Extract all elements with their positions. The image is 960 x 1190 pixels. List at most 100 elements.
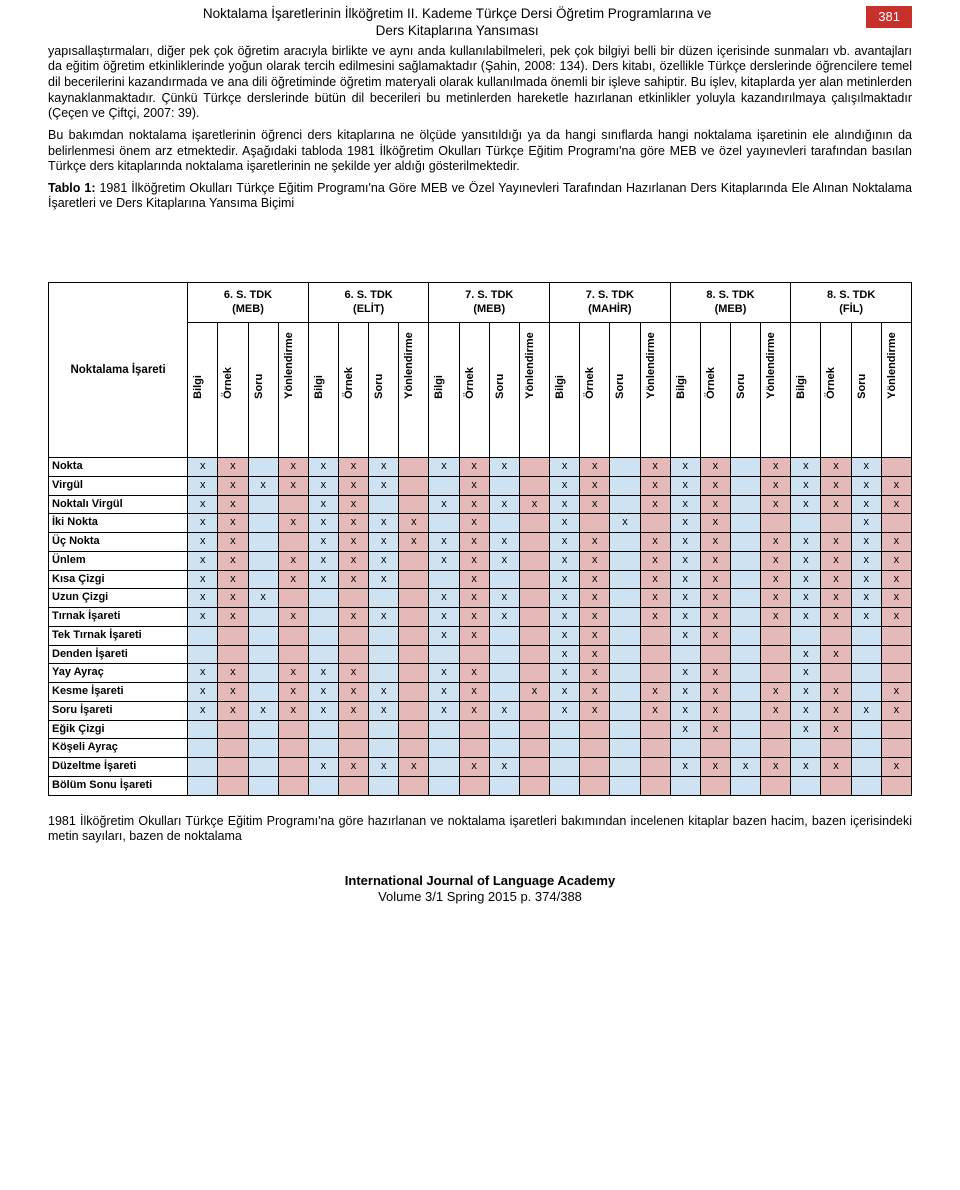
table-cell bbox=[851, 664, 881, 683]
table-cell: x bbox=[459, 758, 489, 777]
paragraph-2: Bu bakımdan noktalama işaretlerinin öğre… bbox=[48, 128, 912, 175]
table-cell: x bbox=[399, 533, 429, 552]
table-cell bbox=[248, 776, 278, 795]
table-cell bbox=[248, 551, 278, 570]
table-cell: x bbox=[308, 683, 338, 702]
table-cell bbox=[188, 739, 218, 758]
table-cell: x bbox=[670, 608, 700, 627]
table-cell: x bbox=[700, 626, 730, 645]
table-row-label: Noktalı Virgül bbox=[49, 495, 188, 514]
table-cell: x bbox=[761, 551, 791, 570]
table-cell: x bbox=[640, 683, 670, 702]
table-cell bbox=[519, 589, 549, 608]
table-cell: x bbox=[851, 514, 881, 533]
table-cell: x bbox=[881, 476, 911, 495]
table-cell: x bbox=[429, 589, 459, 608]
table-subcol-header: Örnek bbox=[580, 323, 610, 458]
table-row: Denden İşaretixxxx bbox=[49, 645, 912, 664]
table-cell bbox=[278, 645, 308, 664]
table-cell: x bbox=[278, 701, 308, 720]
paragraph-1-text: yapısallaştırmaları, diğer pek çok öğret… bbox=[48, 44, 912, 122]
table-cell: x bbox=[489, 608, 519, 627]
table-subcol-label: Soru bbox=[615, 381, 629, 399]
table-cell bbox=[519, 720, 549, 739]
table-cell: x bbox=[550, 664, 580, 683]
table-row-label: Yay Ayraç bbox=[49, 664, 188, 683]
table-cell: x bbox=[248, 589, 278, 608]
table-subcol-header: Örnek bbox=[700, 323, 730, 458]
table-subcol-header: Soru bbox=[369, 323, 399, 458]
table-cell bbox=[248, 626, 278, 645]
group-line1: 7. S. TDK bbox=[465, 289, 513, 301]
table-cell: x bbox=[308, 551, 338, 570]
table-cell: x bbox=[459, 533, 489, 552]
table-cell bbox=[489, 683, 519, 702]
table-subcol-header: Örnek bbox=[459, 323, 489, 458]
table-row: Tek Tırnak İşaretixxxxxx bbox=[49, 626, 912, 645]
table-cell bbox=[731, 551, 761, 570]
table-cell bbox=[731, 514, 761, 533]
table-cell bbox=[338, 739, 368, 758]
table-cell bbox=[731, 533, 761, 552]
table-subcol-header: Yönlendirme bbox=[761, 323, 791, 458]
table-cell: x bbox=[308, 701, 338, 720]
table-cell: x bbox=[580, 533, 610, 552]
table-row-label: Nokta bbox=[49, 458, 188, 477]
table-cell: x bbox=[429, 551, 459, 570]
table-cell bbox=[399, 683, 429, 702]
table-cell bbox=[399, 720, 429, 739]
table-cell: x bbox=[670, 701, 700, 720]
table-cell bbox=[881, 720, 911, 739]
table-row: Uzun Çizgixxxxxxxxxxxxxxxx bbox=[49, 589, 912, 608]
table-row: Soru İşaretixxxxxxxxxxxxxxxxxxxx bbox=[49, 701, 912, 720]
table-subcol-header: Yönlendirme bbox=[399, 323, 429, 458]
table-subcol-header: Yönlendirme bbox=[519, 323, 549, 458]
table-cell bbox=[218, 758, 248, 777]
table-group-header: 7. S. TDK(MAHİR) bbox=[550, 283, 671, 323]
paragraph-2-text: Bu bakımdan noktalama işaretlerinin öğre… bbox=[48, 128, 912, 175]
table-row: Bölüm Sonu İşareti bbox=[49, 776, 912, 795]
header-title: Noktalama İşaretlerinin İlköğretim II. K… bbox=[48, 6, 866, 40]
table-cell bbox=[731, 739, 761, 758]
table-cell bbox=[851, 720, 881, 739]
table-cell bbox=[218, 776, 248, 795]
table-cell bbox=[640, 739, 670, 758]
table-cell: x bbox=[700, 720, 730, 739]
table-cell bbox=[821, 626, 851, 645]
table-group-header: 7. S. TDK(MEB) bbox=[429, 283, 550, 323]
table-cell: x bbox=[700, 758, 730, 777]
table-cell: x bbox=[580, 495, 610, 514]
table-cell: x bbox=[218, 608, 248, 627]
table-cell bbox=[610, 476, 640, 495]
punctuation-table: Noktalama İşareti 6. S. TDK(MEB)6. S. TD… bbox=[48, 282, 912, 796]
table-cell bbox=[731, 683, 761, 702]
table-cell bbox=[761, 664, 791, 683]
table-cell: x bbox=[761, 608, 791, 627]
table-cell: x bbox=[188, 476, 218, 495]
table-cell: x bbox=[459, 495, 489, 514]
table-cell: x bbox=[338, 551, 368, 570]
table-cell: x bbox=[851, 533, 881, 552]
table-cell: x bbox=[640, 701, 670, 720]
table-cell bbox=[519, 533, 549, 552]
table-row: Üç Noktaxxxxxxxxxxxxxxxxxxx bbox=[49, 533, 912, 552]
table-cell bbox=[519, 664, 549, 683]
table-cell: x bbox=[550, 608, 580, 627]
table-cell bbox=[731, 720, 761, 739]
table-cell bbox=[519, 514, 549, 533]
table-cell: x bbox=[580, 608, 610, 627]
table-cell: x bbox=[429, 626, 459, 645]
table-subcol-label: Bilgi bbox=[434, 381, 448, 399]
table-cell bbox=[851, 758, 881, 777]
table-row: İki Noktaxxxxxxxxxxxxx bbox=[49, 514, 912, 533]
table-cell: x bbox=[369, 701, 399, 720]
table-cell bbox=[399, 626, 429, 645]
table-row: Virgülxxxxxxxxxxxxxxxxxx bbox=[49, 476, 912, 495]
table-cell bbox=[369, 495, 399, 514]
table-cell bbox=[519, 551, 549, 570]
paragraph-1: yapısallaştırmaları, diğer pek çok öğret… bbox=[48, 44, 912, 122]
table-cell bbox=[580, 776, 610, 795]
table-cell: x bbox=[550, 701, 580, 720]
table-cell: x bbox=[731, 758, 761, 777]
table-cell bbox=[489, 664, 519, 683]
